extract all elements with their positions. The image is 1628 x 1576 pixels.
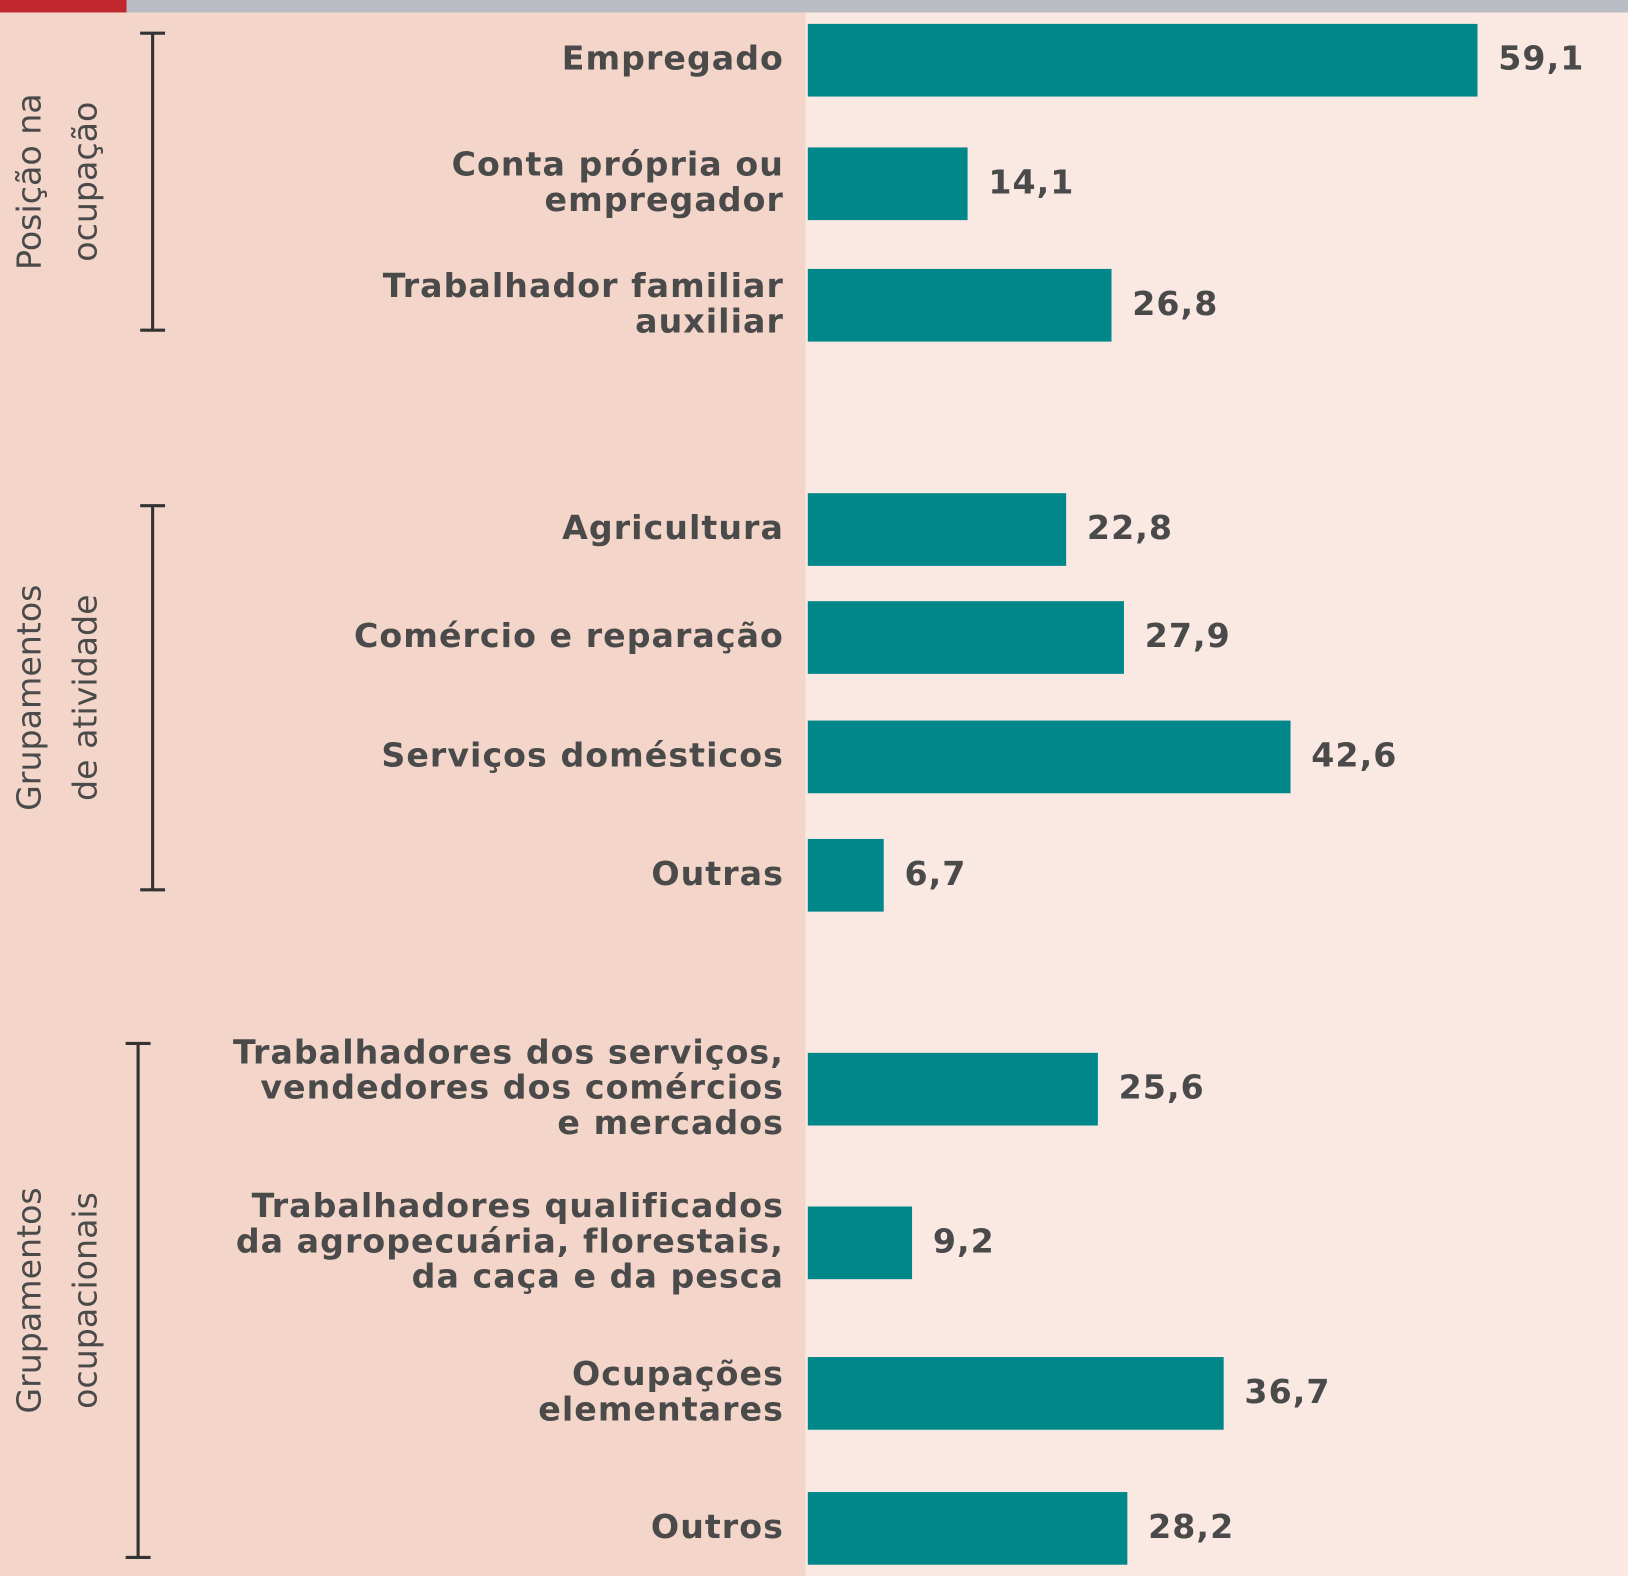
value-label: 28,2 (1148, 1507, 1234, 1546)
category-label: Empregado (562, 39, 784, 78)
category-label: Conta própria ou (452, 145, 784, 184)
value-label: 6,7 (904, 854, 966, 893)
top-accent (0, 0, 127, 13)
category-label: Agricultura (562, 508, 784, 547)
bar (807, 601, 1124, 674)
category-label: da caça e da pesca (412, 1257, 784, 1296)
category-label: elementares (538, 1390, 784, 1429)
bar (807, 1052, 1098, 1126)
group-label: ocupação (66, 102, 105, 262)
category-label: Serviços domésticos (381, 735, 784, 774)
group-label: Posição na (10, 93, 49, 270)
category-label: vendedores dos comércios (260, 1068, 784, 1107)
bar (807, 1492, 1128, 1565)
category-label: Trabalhador familiar (383, 266, 784, 305)
left-background (0, 0, 806, 1576)
category-label: Outras (651, 854, 784, 893)
category-label: da agropecuária, florestais, (236, 1221, 784, 1260)
bar (807, 1357, 1224, 1430)
category-label: Outros (651, 1507, 784, 1546)
category-label: auxiliar (635, 301, 784, 340)
value-label: 27,9 (1145, 616, 1231, 655)
category-label: Ocupações (572, 1354, 784, 1393)
category-label: e mercados (557, 1103, 783, 1142)
value-label: 22,8 (1087, 508, 1173, 547)
value-label: 36,7 (1244, 1372, 1330, 1411)
group-label: Grupamentos (10, 1187, 49, 1413)
value-label: 9,2 (933, 1221, 995, 1260)
value-label: 25,6 (1119, 1068, 1205, 1107)
value-label: 42,6 (1311, 735, 1397, 774)
bar (807, 23, 1478, 97)
bar (807, 493, 1067, 566)
category-label: Trabalhadores qualificados (252, 1186, 784, 1225)
bar (807, 147, 968, 221)
bar (807, 838, 884, 912)
group-label: ocupacionais (66, 1192, 105, 1409)
value-label: 14,1 (988, 162, 1074, 201)
value-label: 26,8 (1132, 284, 1218, 323)
bar (807, 720, 1291, 794)
bar (807, 268, 1112, 342)
category-label: empregador (545, 180, 784, 219)
top-bar (126, 0, 1628, 13)
value-label: 59,1 (1498, 39, 1584, 78)
category-label: Comércio e reparação (354, 616, 784, 655)
group-label: Grupamentos (10, 585, 49, 811)
bar (807, 1206, 913, 1280)
group-label: de atividade (66, 594, 105, 801)
category-label: Trabalhadores dos serviços, (233, 1032, 784, 1071)
